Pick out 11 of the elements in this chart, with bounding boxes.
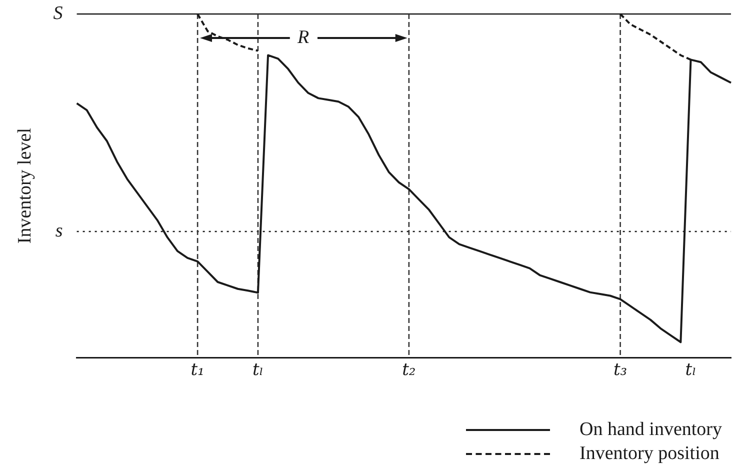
legend-label: Inventory position [580,443,720,465]
x-tick-label: t₂ [402,360,416,380]
x-tick-label: tₗ [252,360,264,380]
annotation: R [296,27,310,48]
x-tick-label: t₁ [190,360,204,380]
legend-label: On hand inventory [580,419,722,441]
y-axis-title: Inventory level [14,128,36,244]
ref-line-label: S [53,3,64,24]
ref-line-label: s [55,220,63,242]
x-tick-label: t₃ [613,360,628,380]
x-tick-label: tₗ [685,360,696,380]
